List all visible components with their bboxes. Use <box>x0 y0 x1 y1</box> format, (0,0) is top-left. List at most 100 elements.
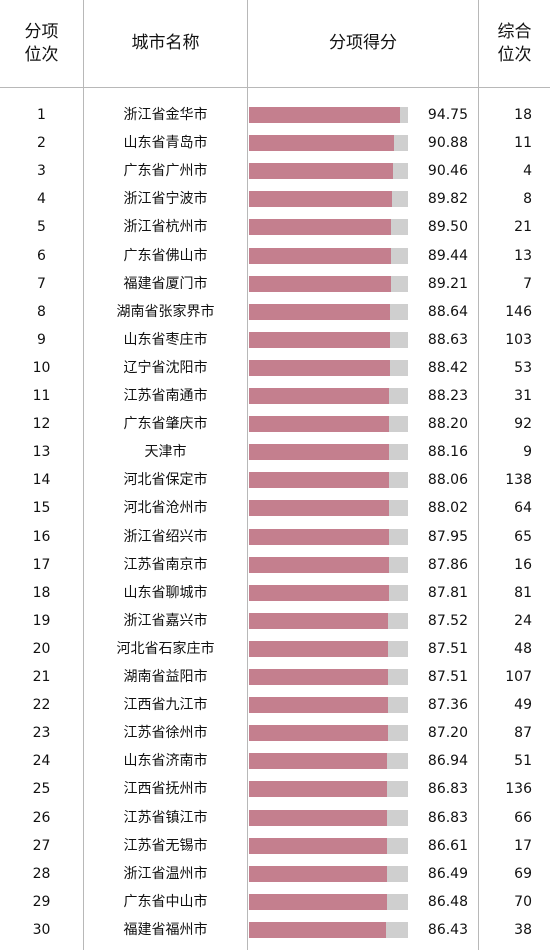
score-bar <box>249 359 390 376</box>
rank-cell: 6 <box>37 247 46 264</box>
rank-cell: 1 <box>37 107 46 123</box>
score-bar <box>249 107 400 123</box>
score-value: 86.48 <box>427 893 468 910</box>
city-cell: 河北省石家庄市 <box>116 640 215 657</box>
table-row: 15 河北省沧州市 88.02 64 <box>0 494 550 522</box>
rank-cell: 29 <box>32 893 51 910</box>
score-value: 86.43 <box>427 921 468 938</box>
score-value: 90.88 <box>427 135 468 152</box>
city-cell: 天津市 <box>144 444 187 461</box>
city-cell: 江苏省南京市 <box>123 556 208 573</box>
score-value: 86.83 <box>427 809 468 826</box>
score-bar <box>249 275 391 292</box>
score-value: 88.20 <box>427 416 468 433</box>
score-value: 87.20 <box>427 725 468 742</box>
grid-line-rank <box>83 0 84 950</box>
table-row: 6 广东省佛山市 89.44 13 <box>0 242 550 270</box>
score-value: 86.49 <box>427 865 468 882</box>
rank-cell: 16 <box>32 528 51 545</box>
rank-cell: 19 <box>32 612 51 629</box>
table-row: 14 河北省保定市 88.06 138 <box>0 466 550 494</box>
rank-cell: 14 <box>32 472 51 489</box>
score-value: 89.82 <box>427 191 468 208</box>
rank-cell: 10 <box>32 359 51 376</box>
score-bar <box>249 865 387 882</box>
city-cell: 河北省保定市 <box>123 472 208 489</box>
table-row: 13 天津市 88.16 9 <box>0 438 550 466</box>
overall-rank-cell: 65 <box>514 528 532 545</box>
score-value: 86.61 <box>427 837 468 854</box>
score-bar <box>249 219 392 236</box>
score-bar <box>249 612 389 629</box>
grid-line-score <box>478 0 479 950</box>
table-row: 12 广东省肇庆市 88.20 92 <box>0 410 550 438</box>
score-value: 88.02 <box>427 500 468 517</box>
score-value: 88.16 <box>427 444 468 461</box>
overall-rank-cell: 7 <box>523 275 532 292</box>
overall-rank-cell: 48 <box>514 640 532 657</box>
overall-rank-cell: 4 <box>523 163 532 180</box>
score-value: 86.83 <box>427 781 468 798</box>
score-bar <box>249 191 392 208</box>
score-bar <box>249 556 389 573</box>
city-cell: 湖南省益阳市 <box>123 669 208 685</box>
score-value: 87.52 <box>427 612 468 629</box>
score-value: 87.81 <box>427 584 468 601</box>
grid-line-city <box>247 0 248 950</box>
header-divider <box>0 87 550 88</box>
rank-cell: 8 <box>37 303 46 320</box>
table-row: 21 湖南省益阳市 87.51 107 <box>0 663 550 691</box>
city-cell: 浙江省温州市 <box>123 865 208 882</box>
table-row: 22 江西省九江市 87.36 49 <box>0 691 550 719</box>
score-bar <box>249 135 394 152</box>
score-bar <box>249 303 390 320</box>
city-cell: 辽宁省沈阳市 <box>123 359 208 376</box>
rank-cell: 22 <box>32 697 51 714</box>
overall-rank-cell: 9 <box>523 444 532 461</box>
overall-rank-cell: 17 <box>514 837 532 854</box>
table-row: 3 广东省广州市 90.46 4 <box>0 157 550 185</box>
rank-cell: 15 <box>32 500 51 517</box>
score-value: 90.46 <box>427 163 468 180</box>
score-bar <box>249 921 387 938</box>
city-cell: 山东省聊城市 <box>123 584 208 601</box>
city-cell: 广东省广州市 <box>123 163 208 180</box>
city-cell: 江苏省徐州市 <box>123 725 208 742</box>
score-bar <box>249 725 388 742</box>
table-row: 2 山东省青岛市 90.88 11 <box>0 129 550 157</box>
overall-rank-cell: 16 <box>514 556 532 573</box>
city-cell: 浙江省绍兴市 <box>123 528 208 545</box>
table-row: 4 浙江省宁波市 89.82 8 <box>0 185 550 213</box>
city-cell: 江西省抚州市 <box>123 781 208 798</box>
score-bar <box>249 893 387 910</box>
score-value: 88.06 <box>427 472 468 489</box>
overall-rank-cell: 64 <box>514 500 532 517</box>
rank-cell: 17 <box>32 556 51 573</box>
rank-cell: 28 <box>32 865 51 882</box>
city-cell: 山东省济南市 <box>123 753 208 770</box>
overall-rank-cell: 31 <box>514 388 532 404</box>
rank-cell: 23 <box>32 725 51 742</box>
overall-rank-cell: 103 <box>505 331 532 348</box>
overall-rank-cell: 13 <box>514 247 532 264</box>
overall-rank-cell: 24 <box>514 612 532 629</box>
score-value: 87.51 <box>427 669 468 685</box>
overall-rank-cell: 69 <box>514 865 532 882</box>
city-cell: 河北省沧州市 <box>123 500 208 517</box>
overall-rank-cell: 51 <box>514 753 532 770</box>
city-cell: 山东省青岛市 <box>123 135 208 152</box>
overall-rank-cell: 138 <box>505 472 532 489</box>
header-rank: 分项 位次 <box>24 21 59 65</box>
score-bar <box>249 669 389 685</box>
rank-cell: 27 <box>32 837 51 854</box>
overall-rank-cell: 21 <box>514 219 532 236</box>
score-value: 89.44 <box>427 247 468 264</box>
rank-cell: 18 <box>32 584 51 601</box>
score-bar <box>249 331 390 348</box>
score-bar <box>249 444 390 461</box>
overall-rank-cell: 87 <box>514 725 532 742</box>
score-value: 87.86 <box>427 556 468 573</box>
score-value: 88.64 <box>427 303 468 320</box>
overall-rank-cell: 107 <box>505 669 532 685</box>
table-row: 11 江苏省南通市 88.23 31 <box>0 382 550 410</box>
